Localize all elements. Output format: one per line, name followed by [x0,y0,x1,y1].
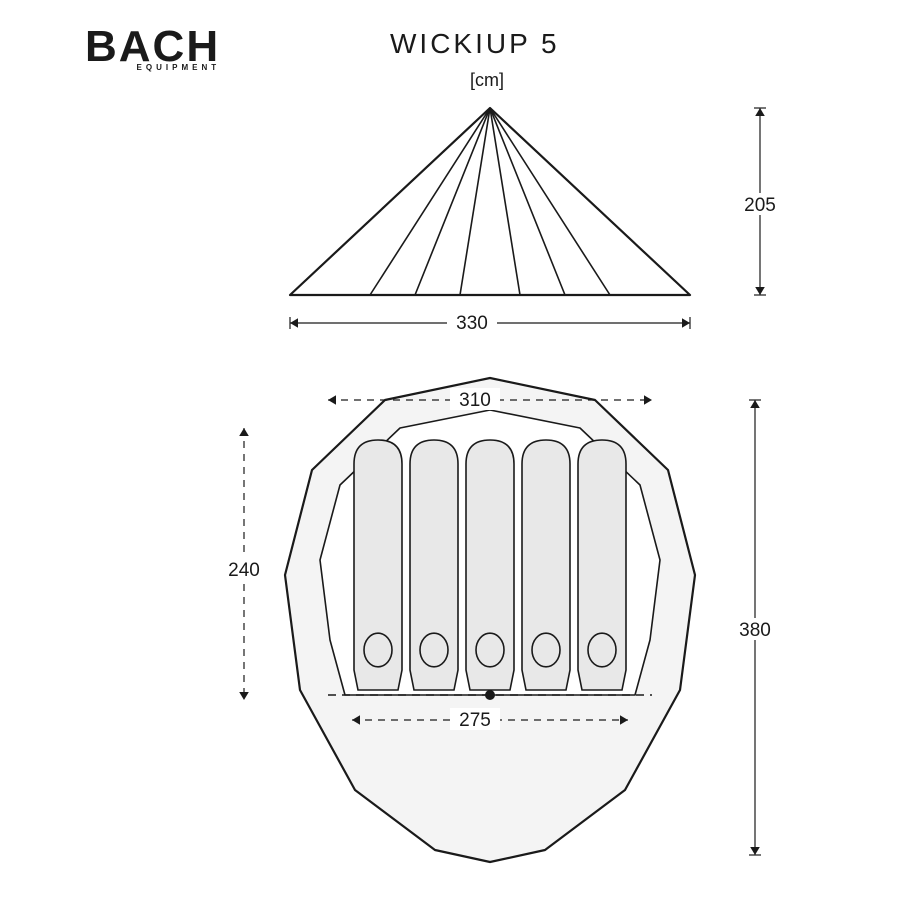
svg-text:240: 240 [228,560,260,581]
svg-text:205: 205 [744,195,776,216]
svg-text:380: 380 [739,620,771,641]
svg-text:310: 310 [459,390,491,411]
svg-text:330: 330 [456,313,488,334]
tent-diagram: 330 205 310 240 275 380 [0,0,900,900]
svg-text:275: 275 [459,710,491,731]
